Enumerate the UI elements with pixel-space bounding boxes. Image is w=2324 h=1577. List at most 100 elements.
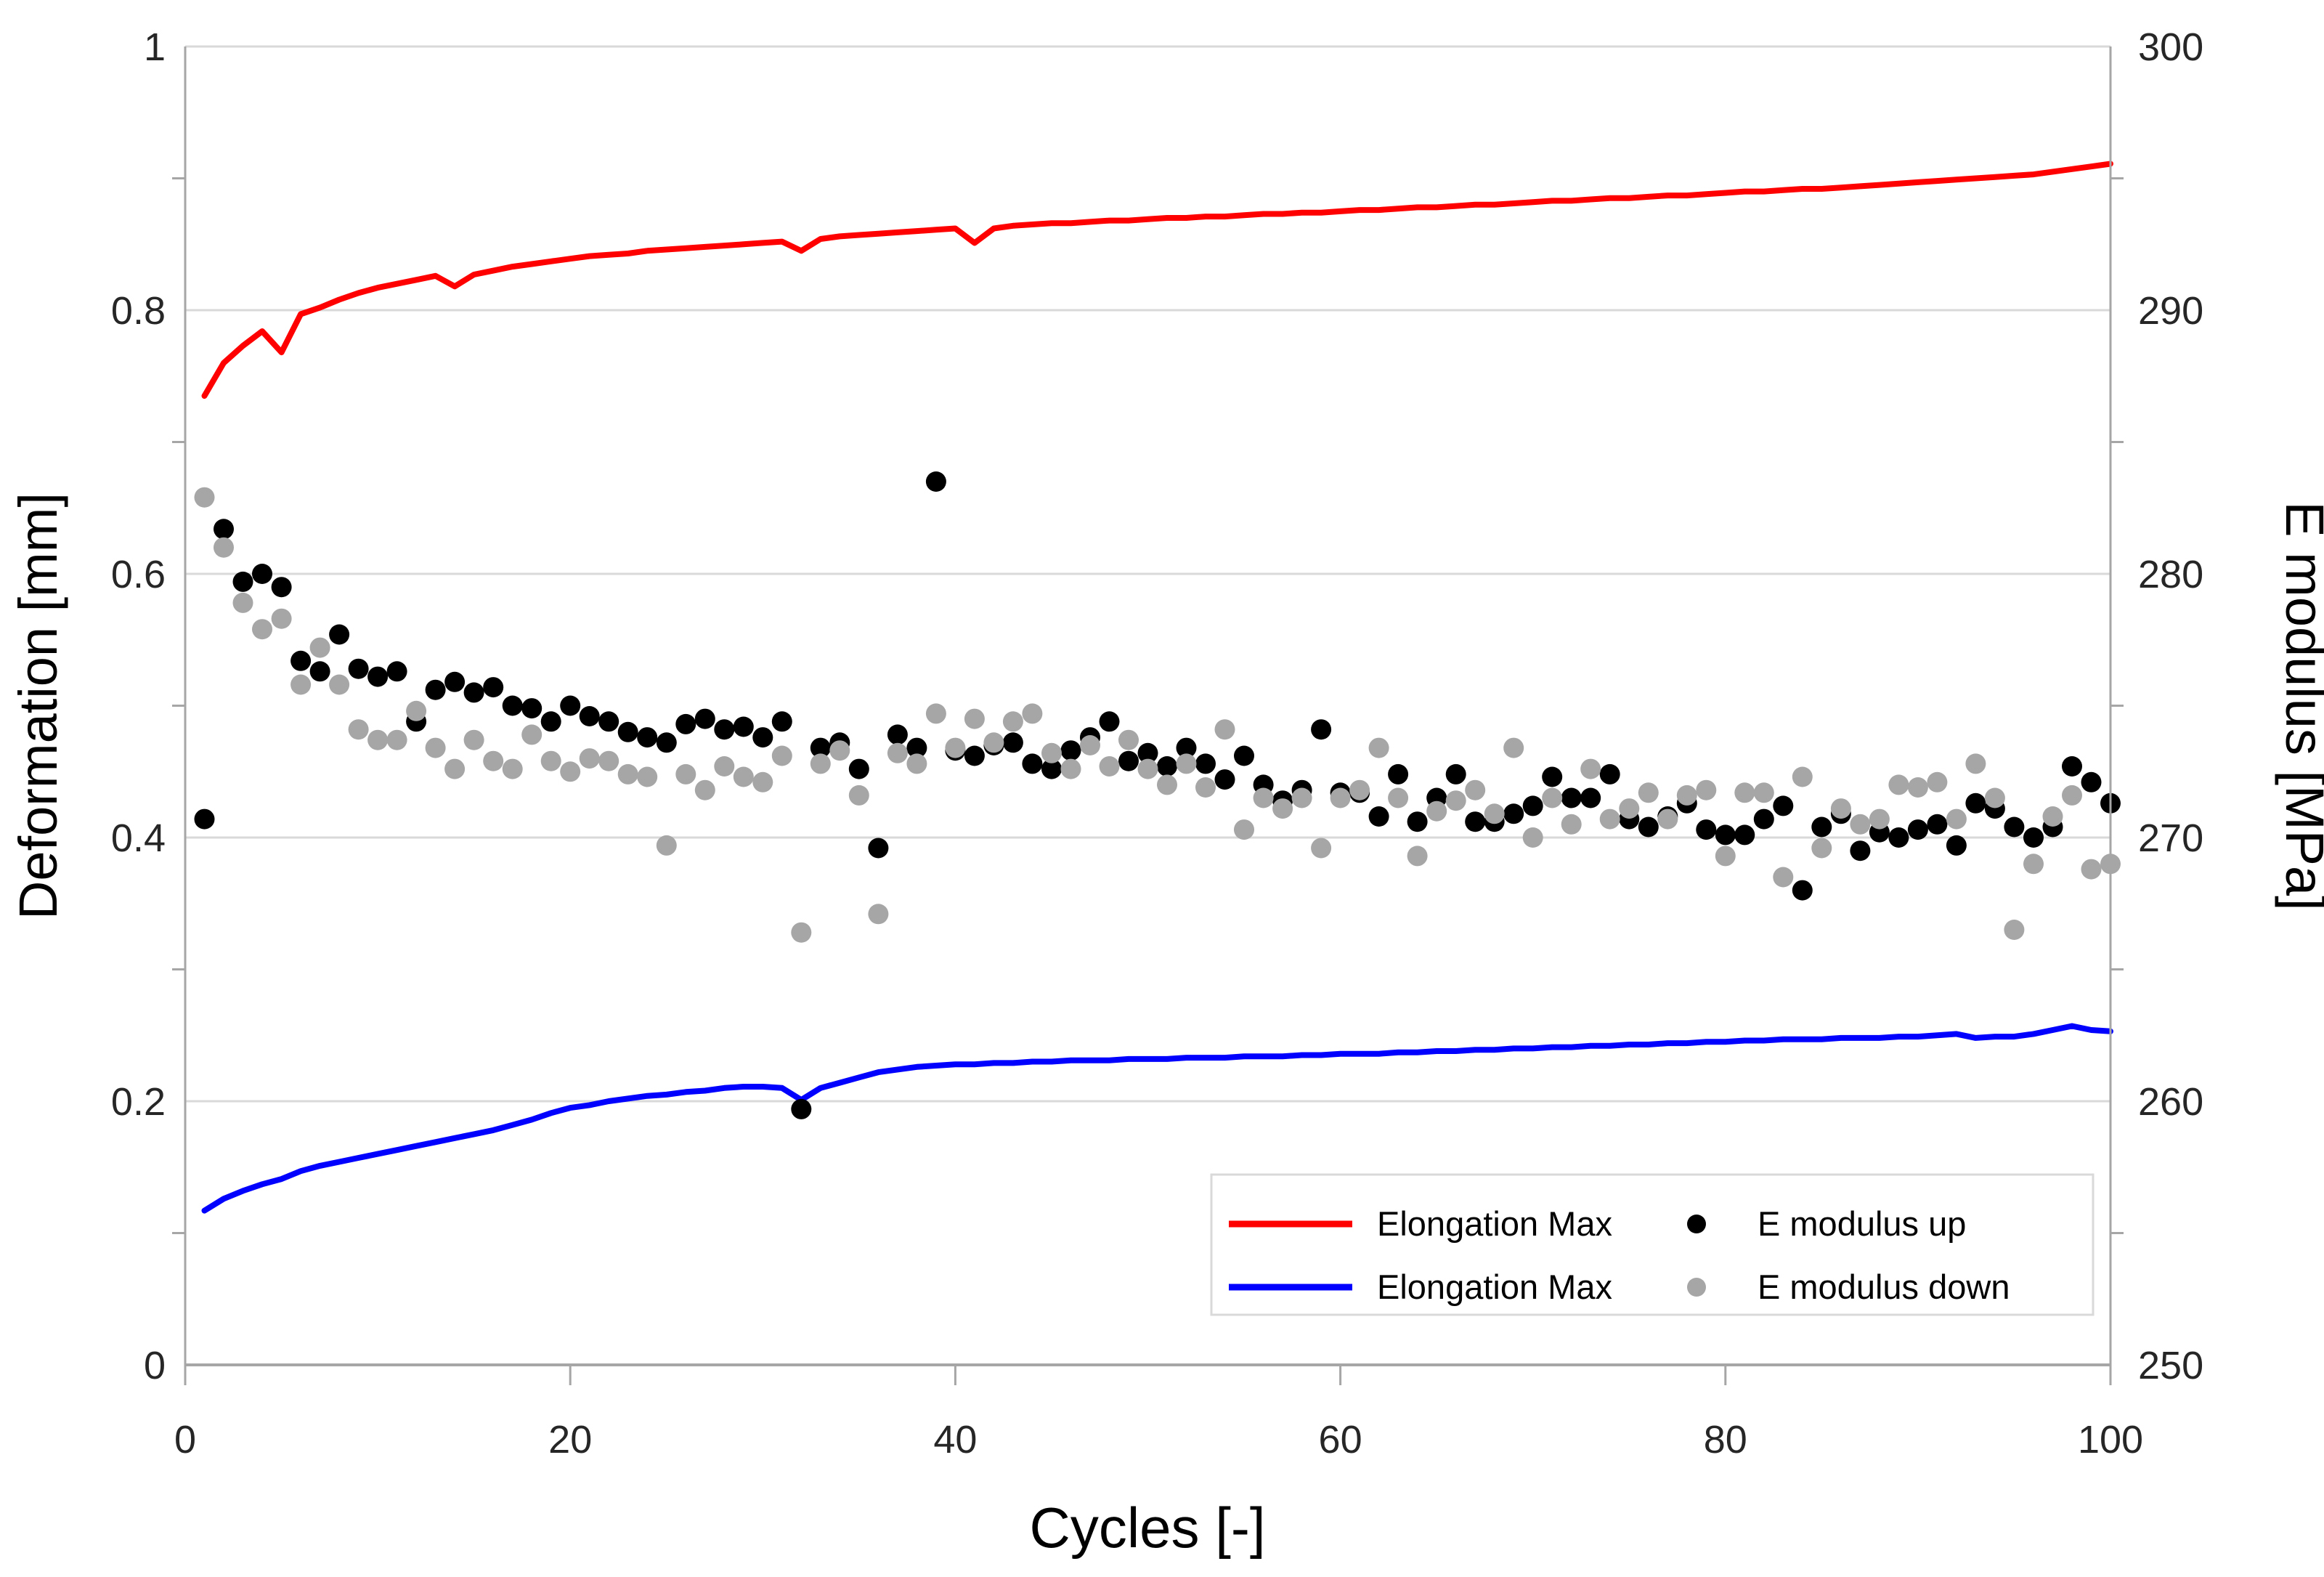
data-point xyxy=(906,753,927,774)
data-point xyxy=(1561,814,1582,835)
data-point xyxy=(1830,798,1851,819)
data-point xyxy=(386,661,407,682)
y-left-tick-label: 0.2 xyxy=(111,1080,166,1124)
data-point xyxy=(2004,920,2025,940)
data-point xyxy=(1195,753,1216,774)
data-point xyxy=(1580,787,1601,808)
data-point xyxy=(2062,756,2082,777)
x-tick-label: 100 xyxy=(2078,1418,2143,1462)
data-point xyxy=(1426,800,1447,822)
x-tick-label: 0 xyxy=(174,1418,196,1462)
data-point xyxy=(425,679,446,700)
data-point xyxy=(502,758,523,779)
data-point xyxy=(214,519,234,540)
data-point xyxy=(329,674,350,695)
data-point xyxy=(1176,737,1197,758)
legend-item: E modulus down xyxy=(1687,1268,2010,1306)
data-point xyxy=(271,608,292,629)
y-right-tick-label: 280 xyxy=(2138,553,2203,596)
data-point xyxy=(1850,840,1871,862)
data-point xyxy=(637,727,658,748)
data-point xyxy=(598,711,619,732)
data-point xyxy=(1888,774,1909,795)
data-point xyxy=(598,750,619,771)
data-point xyxy=(1041,758,1062,779)
axis-labels: 1 0.8 0.6 0.4 0.2 0 300 290 280 270 260 250 0 20 40 60 8… xyxy=(8,25,2324,1560)
data-point xyxy=(1118,750,1139,771)
data-point xyxy=(868,838,889,859)
data-point xyxy=(1445,763,1466,785)
data-point xyxy=(1580,758,1601,779)
data-point xyxy=(1311,719,1332,740)
data-point xyxy=(1792,766,1813,787)
data-point xyxy=(1561,787,1582,808)
data-point xyxy=(656,835,677,856)
data-point xyxy=(656,732,677,753)
data-point xyxy=(1850,814,1871,835)
data-point xyxy=(2081,771,2102,792)
data-point xyxy=(1234,745,1254,766)
e-modulus-up-dots xyxy=(194,471,2121,1119)
data-point xyxy=(1676,785,1697,806)
legend-item: Elongation Max xyxy=(1229,1204,1612,1243)
data-point xyxy=(1022,703,1043,724)
data-point xyxy=(1542,787,1563,808)
data-point xyxy=(1927,771,1948,792)
data-point xyxy=(829,740,850,761)
data-point xyxy=(290,650,312,671)
data-point xyxy=(1484,803,1505,824)
data-point xyxy=(1753,808,1774,830)
y-left-tick-label: 0.4 xyxy=(111,816,166,860)
legend-dot-swatch xyxy=(1687,1215,1706,1233)
data-point xyxy=(925,471,946,492)
axes xyxy=(172,45,2124,1385)
data-point xyxy=(1773,795,1794,816)
data-point xyxy=(810,753,831,774)
data-point xyxy=(1214,719,1235,740)
data-point xyxy=(1792,880,1813,901)
data-point xyxy=(1118,729,1139,750)
data-point xyxy=(329,624,350,645)
y-right-tick-label: 290 xyxy=(2138,289,2203,333)
data-point xyxy=(1696,819,1717,840)
data-point xyxy=(1734,782,1755,803)
elongation-max-upper-line xyxy=(201,161,2113,399)
data-point xyxy=(1002,711,1023,732)
data-point xyxy=(1311,838,1332,859)
data-point xyxy=(521,724,543,745)
data-point xyxy=(1542,766,1563,787)
data-point xyxy=(1984,787,2005,808)
data-point xyxy=(1811,816,1832,838)
data-point xyxy=(194,487,215,508)
data-point xyxy=(733,766,754,787)
legend-item: E modulus up xyxy=(1687,1204,1966,1243)
data-point xyxy=(1157,774,1177,795)
legend-box xyxy=(1210,1173,2095,1316)
data-point xyxy=(1657,808,1678,830)
data-point xyxy=(406,700,427,721)
data-point xyxy=(232,592,253,613)
data-point xyxy=(887,742,908,763)
data-point xyxy=(1888,827,1909,848)
x-tick-label: 60 xyxy=(1319,1418,1362,1462)
data-point xyxy=(1407,811,1428,832)
data-point xyxy=(1137,742,1158,763)
data-point xyxy=(425,737,446,758)
data-point xyxy=(232,571,253,592)
data-point xyxy=(694,708,715,729)
data-point xyxy=(1599,808,1620,830)
data-point xyxy=(483,677,504,698)
data-point xyxy=(1869,808,1890,830)
legend-label: E modulus up xyxy=(1758,1204,1966,1243)
data-point xyxy=(444,671,466,692)
data-point xyxy=(752,771,773,792)
data-point xyxy=(1080,735,1100,755)
data-point xyxy=(2062,785,2082,806)
data-point xyxy=(1176,753,1197,774)
elongation-max-lower-line xyxy=(201,1023,2113,1214)
data-point xyxy=(964,745,985,766)
data-point xyxy=(1715,824,1736,846)
data-point xyxy=(752,727,773,748)
e-modulus-down-dots xyxy=(194,487,2121,943)
